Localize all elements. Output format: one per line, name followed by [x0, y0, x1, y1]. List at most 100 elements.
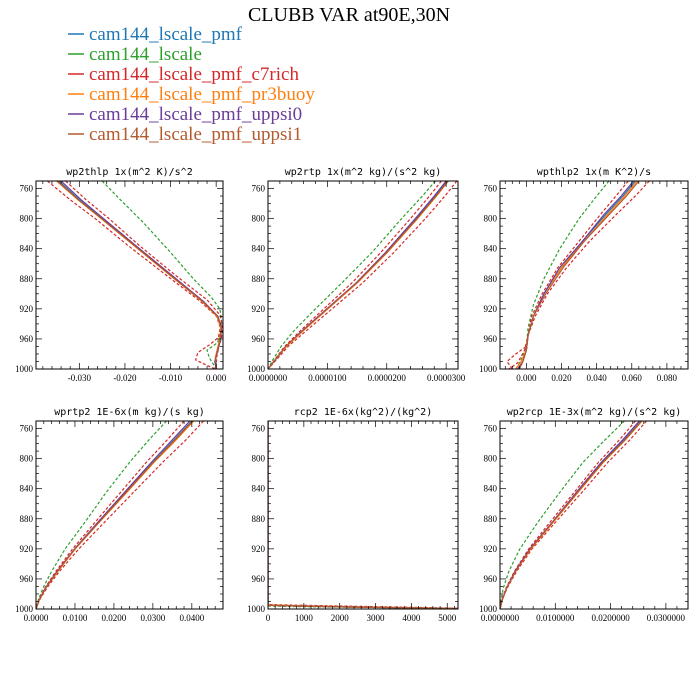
x-tick-label: 4000: [402, 613, 421, 623]
y-tick-label: 760: [484, 424, 498, 434]
y-tick-label: 1000: [15, 604, 34, 614]
y-tick-label: 880: [20, 514, 34, 524]
series-line: [506, 181, 650, 369]
series-line: [268, 421, 458, 609]
y-tick-label: 760: [252, 424, 266, 434]
x-tick-label: 0.000: [516, 373, 537, 383]
y-tick-label: 760: [20, 184, 34, 194]
y-tick-label: 800: [20, 214, 34, 224]
y-tick-label: 920: [252, 304, 266, 314]
panel: rcp2 1E-6x(kg^2)/(kg^2) 760 800 840 880 920 96…: [247, 407, 459, 623]
x-tick-label: 0.060: [622, 373, 643, 383]
y-tick-label: 840: [484, 484, 498, 494]
y-tick-label: 880: [252, 514, 266, 524]
series-line: [36, 421, 193, 609]
series-line: [65, 181, 223, 369]
y-tick-label: 840: [484, 244, 498, 254]
series-line: [500, 421, 643, 609]
series-line: [518, 181, 636, 369]
series-line: [517, 181, 634, 369]
series-line: [268, 421, 458, 609]
panel: wp2thlp 1x(m^2 K)/s^2 760 800 840 880 920 960 1…: [15, 167, 227, 383]
y-tick-label: 960: [484, 334, 498, 344]
y-tick-label: 960: [20, 574, 34, 584]
y-tick-label: 920: [20, 304, 34, 314]
y-tick-label: 1000: [479, 364, 498, 374]
series-line: [268, 421, 458, 609]
series-line: [47, 181, 221, 369]
series-line: [515, 181, 638, 369]
x-tick-label: 0.0300000: [647, 613, 686, 623]
series-line: [508, 181, 629, 369]
panel-title: rcp2 1E-6x(kg^2)/(kg^2): [294, 407, 432, 418]
y-tick-label: 960: [252, 574, 266, 584]
x-tick-label: 0.040: [587, 373, 608, 383]
y-tick-label: 840: [20, 244, 34, 254]
y-tick-label: 880: [20, 274, 34, 284]
x-tick-label: 0.0000000: [481, 613, 520, 623]
x-tick-label: 0.0200: [102, 613, 127, 623]
y-tick-label: 800: [20, 454, 34, 464]
y-tick-label: 760: [484, 184, 498, 194]
x-tick-label: 0.020: [551, 373, 572, 383]
legend-label: cam144_lscale_pmf: [89, 24, 243, 45]
series-line: [268, 181, 442, 369]
series-line: [36, 421, 167, 609]
series-line: [500, 421, 642, 609]
y-tick-label: 1000: [247, 604, 266, 614]
y-tick-label: 840: [252, 484, 266, 494]
series-line: [268, 181, 447, 369]
x-tick-label: 0.0000100: [308, 373, 347, 383]
panel-title: wprtp2 1E-6x(m kg)/(s kg): [54, 407, 205, 418]
series-line: [56, 181, 222, 369]
y-tick-label: 840: [252, 244, 266, 254]
x-tick-label: 0.0000000: [249, 373, 288, 383]
x-tick-label: 0.0100: [63, 613, 88, 623]
y-tick-label: 760: [252, 184, 266, 194]
y-tick-label: 1000: [15, 364, 34, 374]
series-line: [268, 181, 458, 369]
y-tick-label: 760: [20, 424, 34, 434]
panel-title: wp2rcp 1E-3x(m^2 kg)/(s^2 kg): [507, 407, 682, 418]
x-tick-label: 2000: [331, 613, 350, 623]
x-tick-label: 0.000: [206, 373, 227, 383]
series-line: [500, 421, 636, 609]
y-tick-label: 920: [20, 544, 34, 554]
y-tick-label: 1000: [247, 364, 266, 374]
panel-title: wpthlp2 1x(m K^2)/s: [537, 167, 651, 178]
series-line: [36, 421, 204, 609]
y-tick-label: 920: [484, 304, 498, 314]
y-tick-label: 800: [484, 214, 498, 224]
x-tick-label: 5000: [438, 613, 457, 623]
plot-frame: [499, 180, 689, 370]
y-tick-label: 960: [484, 574, 498, 584]
series-line: [60, 181, 223, 369]
series-line: [36, 421, 194, 609]
x-tick-label: 0: [266, 613, 271, 623]
x-tick-label: 0.0000: [24, 613, 49, 623]
plot-frame: [267, 420, 459, 610]
legend-label: cam144_lscale_pmf_pr3buoy: [89, 84, 315, 105]
legend-label: cam144_lscale_pmf_uppsi1: [89, 124, 302, 145]
series-line: [515, 181, 610, 369]
x-tick-label: 0.0000200: [368, 373, 407, 383]
series-line: [268, 181, 449, 369]
y-tick-label: 960: [252, 334, 266, 344]
x-tick-label: 0.0000300: [427, 373, 466, 383]
legend: cam144_lscale_pmfcam144_lscalecam144_lsc…: [68, 24, 315, 145]
series-line: [101, 181, 223, 369]
x-tick-label: 1000: [295, 613, 314, 623]
series-line: [36, 421, 185, 609]
legend-label: cam144_lscale_pmf_c7rich: [89, 64, 299, 85]
panel: wprtp2 1E-6x(m kg)/(s kg) 760 800 840 880 920…: [15, 407, 224, 623]
y-tick-label: 800: [252, 454, 266, 464]
y-tick-label: 800: [252, 214, 266, 224]
plot-frame: [35, 420, 224, 610]
figure-title: CLUBB VAR at90E,30N: [248, 4, 450, 26]
y-tick-label: 880: [484, 514, 498, 524]
y-tick-label: 960: [20, 334, 34, 344]
plot-frame: [499, 420, 689, 610]
y-tick-label: 880: [252, 274, 266, 284]
series-line: [500, 421, 647, 609]
